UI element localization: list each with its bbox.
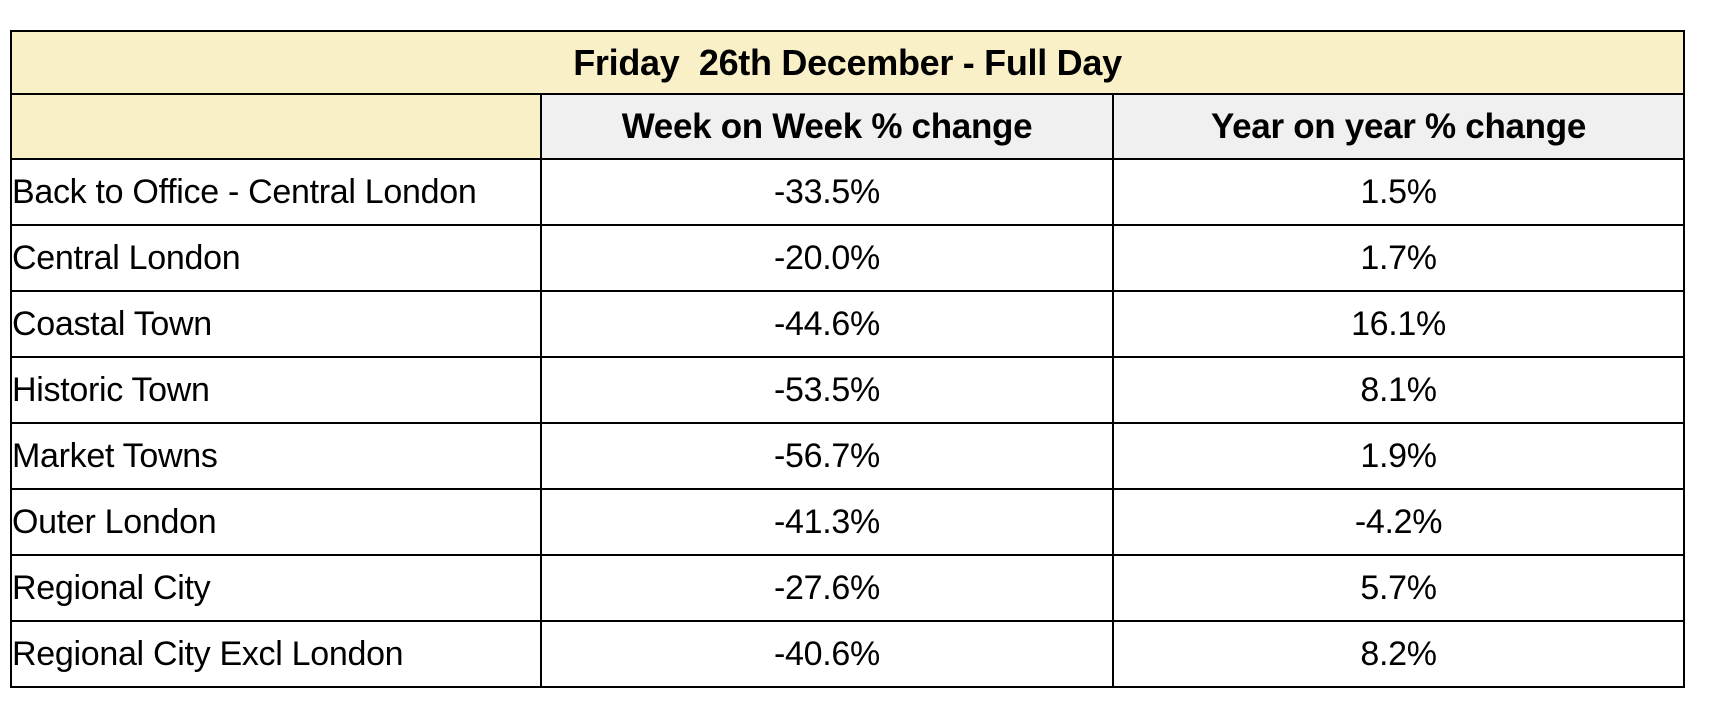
- wow-value: -53.5%: [540, 356, 1114, 424]
- wow-value: -27.6%: [540, 554, 1114, 622]
- row-label: Back to Office - Central London: [10, 158, 542, 226]
- table-title: Friday 26th December - Full Day: [9, 30, 1686, 95]
- column-header-year-on-year: Year on year % change: [1111, 93, 1686, 160]
- yoy-value: 1.5%: [1111, 158, 1686, 226]
- yoy-value: -4.2%: [1111, 488, 1686, 556]
- table-row: Coastal Town -44.6% 16.1%: [10, 290, 1686, 358]
- wow-value: -40.6%: [540, 620, 1114, 688]
- row-label: Central London: [10, 224, 542, 292]
- table-row: Central London -20.0% 1.7%: [10, 224, 1686, 292]
- corner-cell: [10, 93, 542, 160]
- yoy-value: 8.1%: [1111, 356, 1686, 424]
- yoy-value: 8.2%: [1111, 620, 1686, 688]
- row-label: Regional City: [10, 554, 542, 622]
- wow-value: -20.0%: [540, 224, 1114, 292]
- table-row: Regional City -27.6% 5.7%: [10, 554, 1686, 622]
- yoy-value: 1.9%: [1111, 422, 1686, 490]
- column-header-week-on-week: Week on Week % change: [540, 93, 1114, 160]
- row-label: Outer London: [10, 488, 542, 556]
- yoy-value: 5.7%: [1111, 554, 1686, 622]
- table-header-row: Week on Week % change Year on year % cha…: [10, 93, 1686, 160]
- wow-value: -33.5%: [540, 158, 1114, 226]
- row-label: Regional City Excl London: [10, 620, 542, 688]
- table-title-row: Friday 26th December - Full Day: [9, 30, 1686, 95]
- table-row: Regional City Excl London -40.6% 8.2%: [10, 620, 1686, 688]
- table-row: Back to Office - Central London -33.5% 1…: [10, 158, 1686, 226]
- row-label: Historic Town: [10, 356, 542, 424]
- row-label: Coastal Town: [10, 290, 542, 358]
- table-row: Historic Town -53.5% 8.1%: [10, 356, 1686, 424]
- yoy-value: 1.7%: [1111, 224, 1686, 292]
- wow-value: -41.3%: [540, 488, 1114, 556]
- table-row: Outer London -41.3% -4.2%: [10, 488, 1686, 556]
- report-table: Friday 26th December - Full Day Week on …: [9, 30, 1686, 688]
- row-label: Market Towns: [10, 422, 542, 490]
- table-row: Market Towns -56.7% 1.9%: [10, 422, 1686, 490]
- wow-value: -44.6%: [540, 290, 1114, 358]
- wow-value: -56.7%: [540, 422, 1114, 490]
- yoy-value: 16.1%: [1111, 290, 1686, 358]
